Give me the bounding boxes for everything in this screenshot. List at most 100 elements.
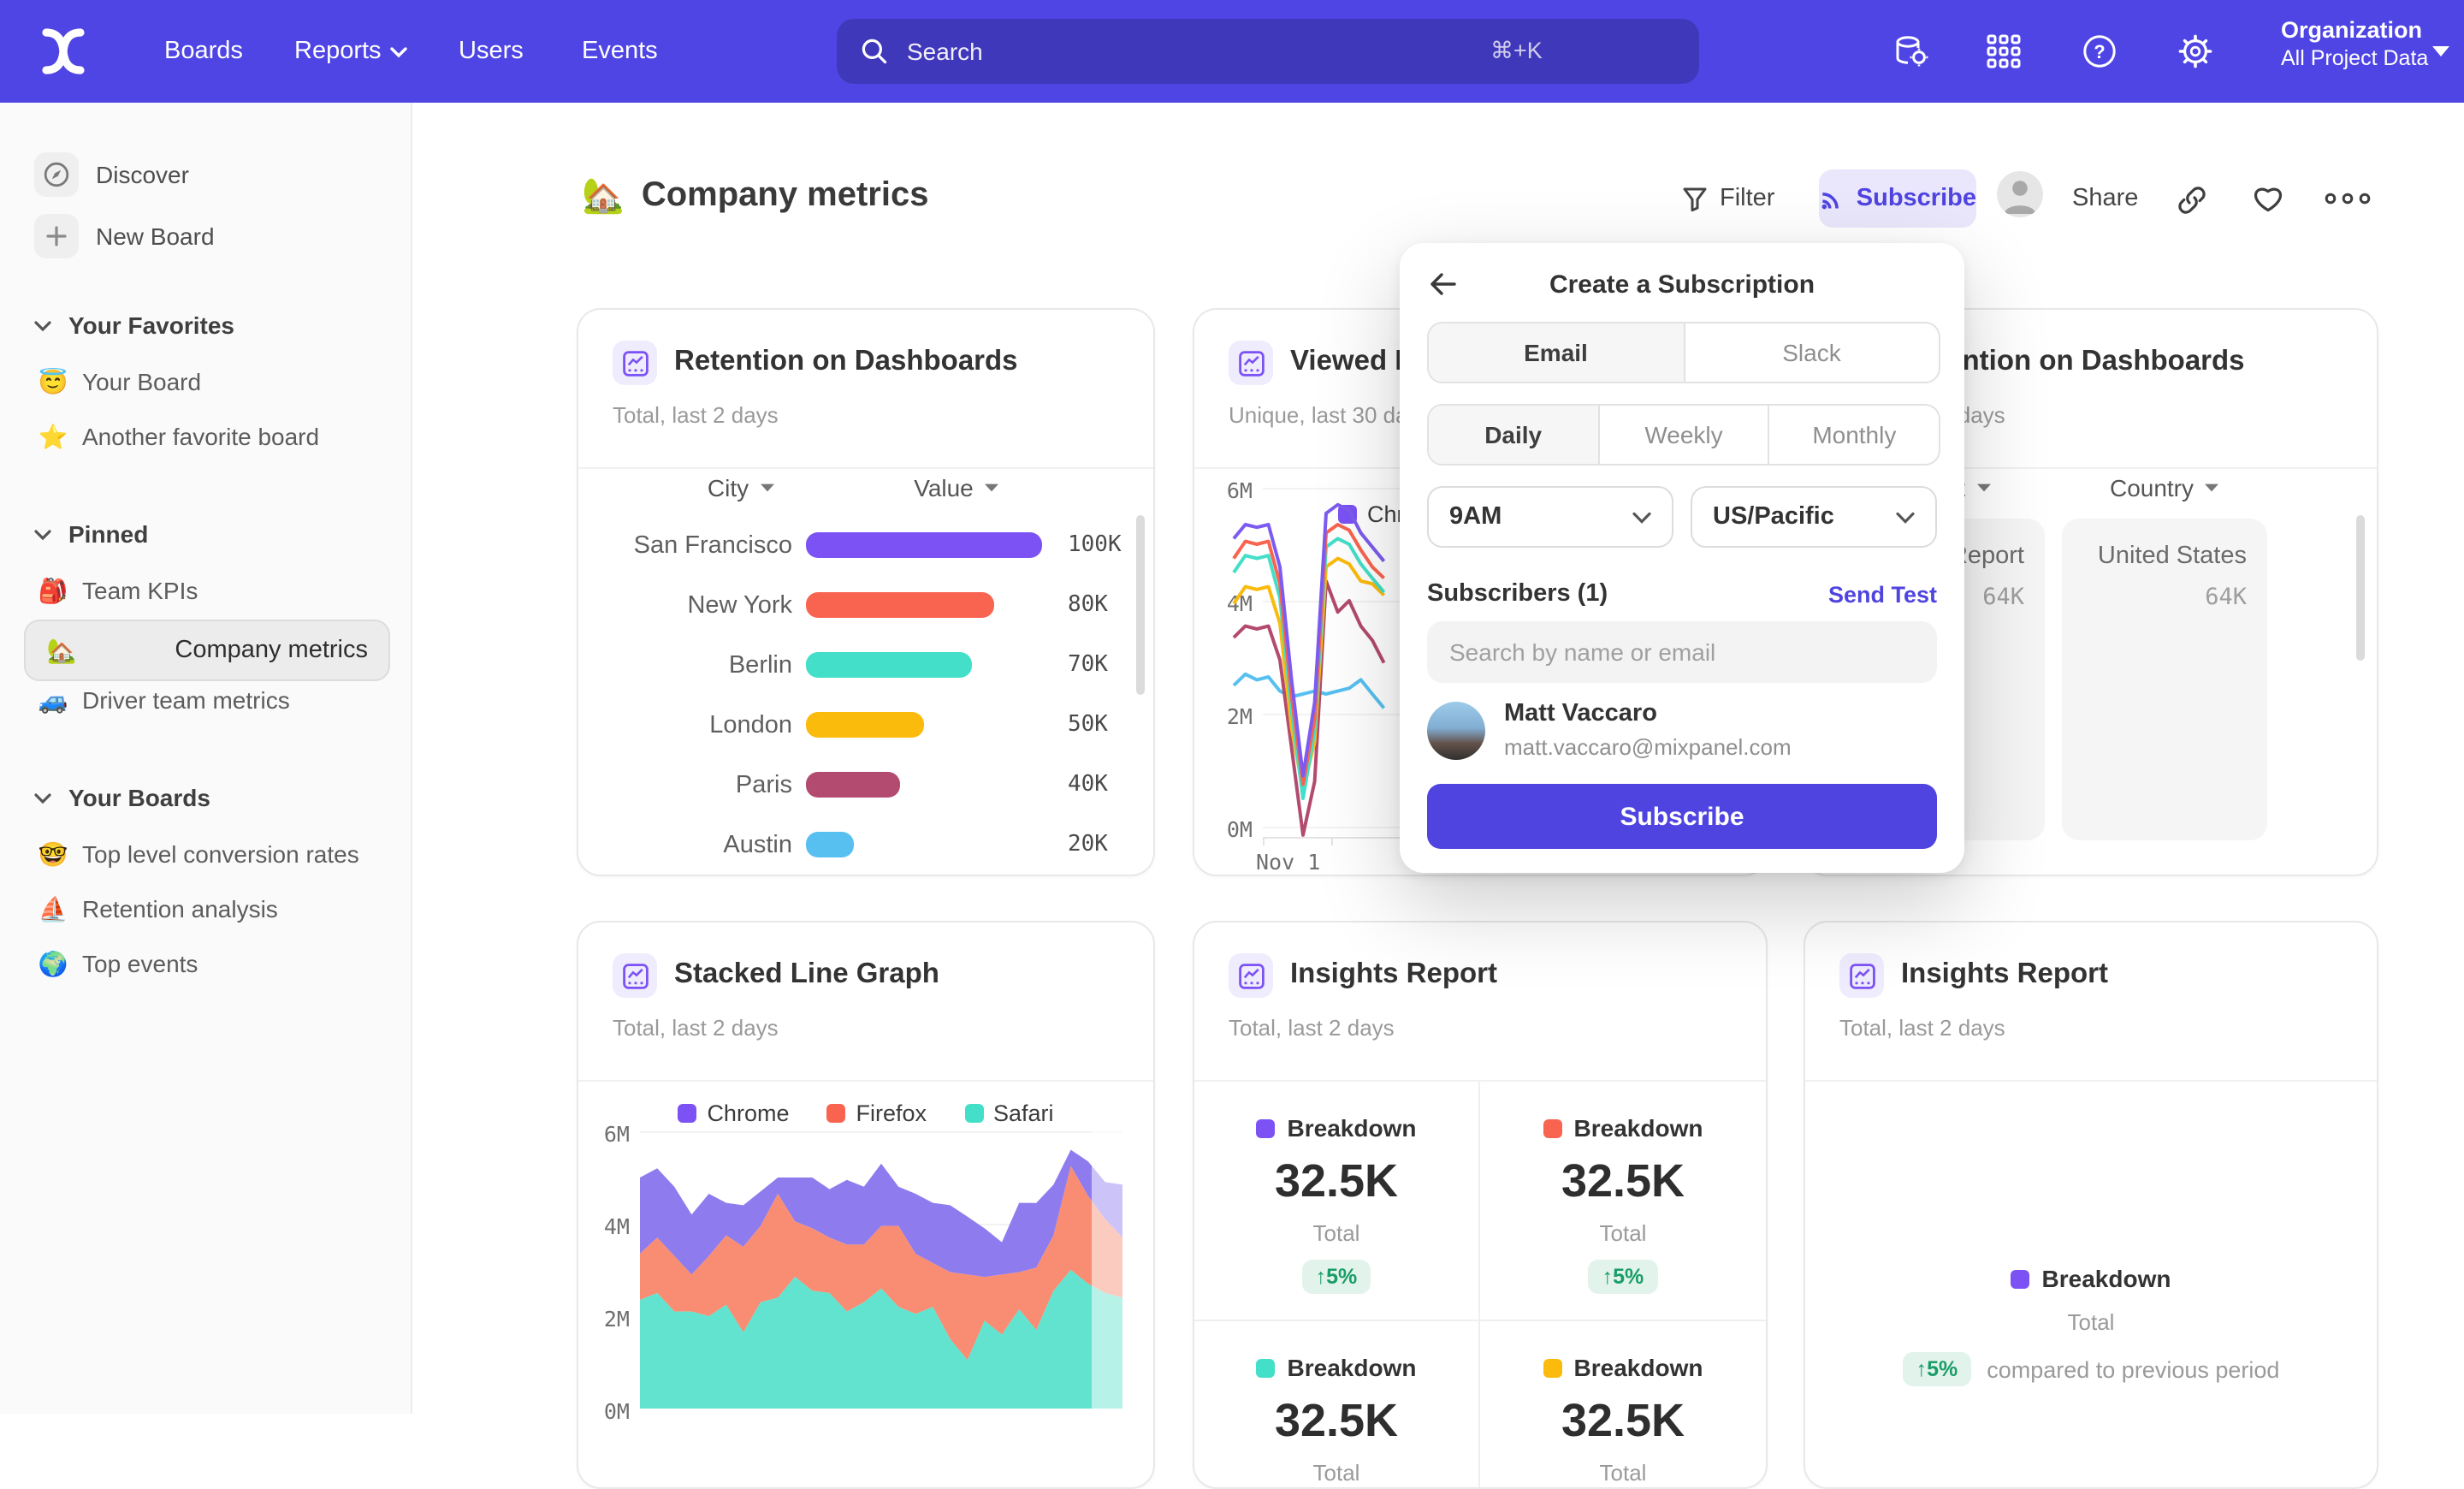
legend-label: Safari xyxy=(993,1100,1054,1126)
card-scrollbar[interactable] xyxy=(2356,515,2365,661)
sidebar-item-discover[interactable]: Discover xyxy=(24,147,390,202)
sidebar-board-driver-team-metrics[interactable]: 🚙 Driver team metrics xyxy=(38,685,290,714)
tab-weekly[interactable]: Weekly xyxy=(1599,406,1770,464)
subscriber-search-input[interactable] xyxy=(1427,621,1937,683)
compass-icon xyxy=(34,152,79,197)
card-subtitle: Total, last 2 days xyxy=(613,402,779,428)
kpi-cell[interactable]: Breakdown 32.5K Total xyxy=(1194,1354,1478,1486)
chevron-down-icon xyxy=(1632,511,1651,523)
sidebar-board-team-kpis[interactable]: 🎒 Team KPIs xyxy=(38,576,198,604)
sidebar-board-top-level-conversion[interactable]: 🤓 Top level conversion rates xyxy=(38,839,359,868)
help-icon[interactable]: ? xyxy=(2081,33,2118,70)
org-project-switcher[interactable]: Organization All Project Data xyxy=(2281,17,2428,70)
sidebar-board-retention-analysis[interactable]: ⛵ Retention analysis xyxy=(38,894,278,922)
section-your-favorites[interactable]: Your Favorites xyxy=(34,311,234,339)
y-tick: 6M xyxy=(1226,478,1253,503)
subscribe-button[interactable]: Subscribe xyxy=(1819,169,1976,228)
settings-gear-icon[interactable] xyxy=(2177,33,2214,70)
section-your-boards[interactable]: Your Boards xyxy=(34,784,210,811)
kpi-cell[interactable]: Breakdown Total ↑5% compared to previous… xyxy=(1805,1265,2377,1386)
sort-caret-icon xyxy=(2205,483,2219,492)
row-value: 70K xyxy=(1068,652,1108,678)
frequency-tabs: Daily Weekly Monthly xyxy=(1427,404,1940,466)
kpi-caption: Total xyxy=(1599,1220,1647,1246)
row-label: Paris xyxy=(735,771,792,798)
kpi-cell[interactable]: Breakdown 32.5K Total ↑5% xyxy=(1194,1114,1478,1294)
sidebar-item-new-board[interactable]: New Board xyxy=(24,209,390,264)
sidebar-board-company-metrics[interactable]: 🏡 Company metrics xyxy=(24,620,390,681)
time-select[interactable]: 9AM xyxy=(1427,486,1673,548)
table-row: San Francisco 100K xyxy=(578,515,1153,575)
tab-email[interactable]: Email xyxy=(1429,323,1685,382)
board-emoji: 🚙 xyxy=(38,685,68,713)
table-row: London 50K xyxy=(578,695,1153,755)
subscribe-submit-button[interactable]: Subscribe xyxy=(1427,784,1937,849)
kpi-value: 32.5K xyxy=(1274,1155,1399,1207)
line-chart xyxy=(1232,502,1386,837)
report-chart-icon xyxy=(1229,953,1273,998)
y-tick: 0M xyxy=(1226,816,1253,842)
board-emoji: ⭐ xyxy=(38,422,68,449)
row-label: Berlin xyxy=(728,651,792,679)
column-header-value[interactable]: Value xyxy=(806,474,1107,501)
mixpanel-logo-icon[interactable] xyxy=(38,26,89,77)
data-management-icon[interactable] xyxy=(1892,33,1930,70)
filter-funnel-icon xyxy=(1683,187,1707,211)
y-tick: 6M xyxy=(603,1121,630,1147)
svg-text:?: ? xyxy=(2094,41,2105,62)
timezone-select[interactable]: US/Pacific xyxy=(1691,486,1937,548)
bar xyxy=(806,652,972,678)
subscriber-avatar xyxy=(1427,702,1485,760)
kpi-cell[interactable]: Breakdown 32.5K Total xyxy=(1480,1354,1766,1486)
sidebar-board-your-board[interactable]: 😇 Your Board xyxy=(38,367,202,395)
search-input[interactable] xyxy=(903,36,1475,67)
global-search[interactable]: ⌘+K xyxy=(837,19,1699,84)
sidebar: Discover New Board Your Favorites 😇 Your… xyxy=(0,103,412,1414)
page-title: 🏡 Company metrics xyxy=(582,176,929,216)
tab-daily[interactable]: Daily xyxy=(1429,406,1600,464)
row-label: San Francisco xyxy=(633,531,792,559)
bar xyxy=(806,832,854,857)
project-name: All Project Data xyxy=(2281,46,2429,70)
legend-swatch xyxy=(826,1104,846,1123)
nav-item-events[interactable]: Events xyxy=(582,38,658,65)
chevron-down-icon xyxy=(34,792,51,804)
nav-item-reports[interactable]: Reports xyxy=(294,0,407,103)
apps-grid-icon[interactable] xyxy=(1985,33,2023,70)
kpi-cell[interactable]: Breakdown 32.5K Total ↑5% xyxy=(1480,1114,1766,1294)
cell-country[interactable]: United States 64K xyxy=(2062,519,2267,840)
column-header-country[interactable]: Country xyxy=(2062,474,2267,501)
tab-slack[interactable]: Slack xyxy=(1782,339,1841,366)
filter-button[interactable]: Filter xyxy=(1682,185,1774,212)
delta-caption: compared to previous period xyxy=(1987,1356,2280,1382)
sidebar-board-top-events[interactable]: 🌍 Top events xyxy=(38,949,198,977)
sidebar-board-another-favorite[interactable]: ⭐ Another favorite board xyxy=(38,422,320,450)
card-scrollbar[interactable] xyxy=(1136,515,1145,695)
kpi-caption: Total xyxy=(1599,1460,1647,1486)
more-options-icon[interactable] xyxy=(2324,192,2372,205)
avatar[interactable] xyxy=(1997,171,2043,217)
section-pinned[interactable]: Pinned xyxy=(34,520,148,548)
card-stacked-line-graph: Stacked Line Graph Total, last 2 days Ch… xyxy=(577,921,1155,1489)
column-header-city[interactable]: City xyxy=(630,474,852,501)
card-subtitle: Total, last 2 days xyxy=(1229,1015,1395,1041)
card-insights-report-single: Insights Report Total, last 2 days Break… xyxy=(1804,921,2378,1489)
nav-item-boards[interactable]: Boards xyxy=(164,38,243,65)
back-arrow-icon[interactable] xyxy=(1427,269,1458,300)
sort-caret-icon xyxy=(984,483,998,492)
row-label: London xyxy=(709,711,792,739)
tab-monthly[interactable]: Monthly xyxy=(1812,421,1897,448)
delta-badge: ↑5% xyxy=(1301,1260,1371,1294)
nav-item-users[interactable]: Users xyxy=(459,38,524,65)
copy-link-icon[interactable] xyxy=(2177,185,2207,216)
share-button[interactable]: Share xyxy=(2072,185,2139,212)
subscriber-email: matt.vaccaro@mixpanel.com xyxy=(1504,734,1792,760)
favorite-heart-icon[interactable] xyxy=(2252,183,2284,214)
report-chart-icon xyxy=(1229,341,1273,385)
card-subtitle: Total, last 2 days xyxy=(613,1015,779,1041)
send-test-link[interactable]: Send Test xyxy=(1827,582,1937,608)
chevron-down-icon xyxy=(34,320,51,331)
board-emoji: 🏡 xyxy=(582,178,625,216)
chevron-down-icon xyxy=(34,529,51,540)
